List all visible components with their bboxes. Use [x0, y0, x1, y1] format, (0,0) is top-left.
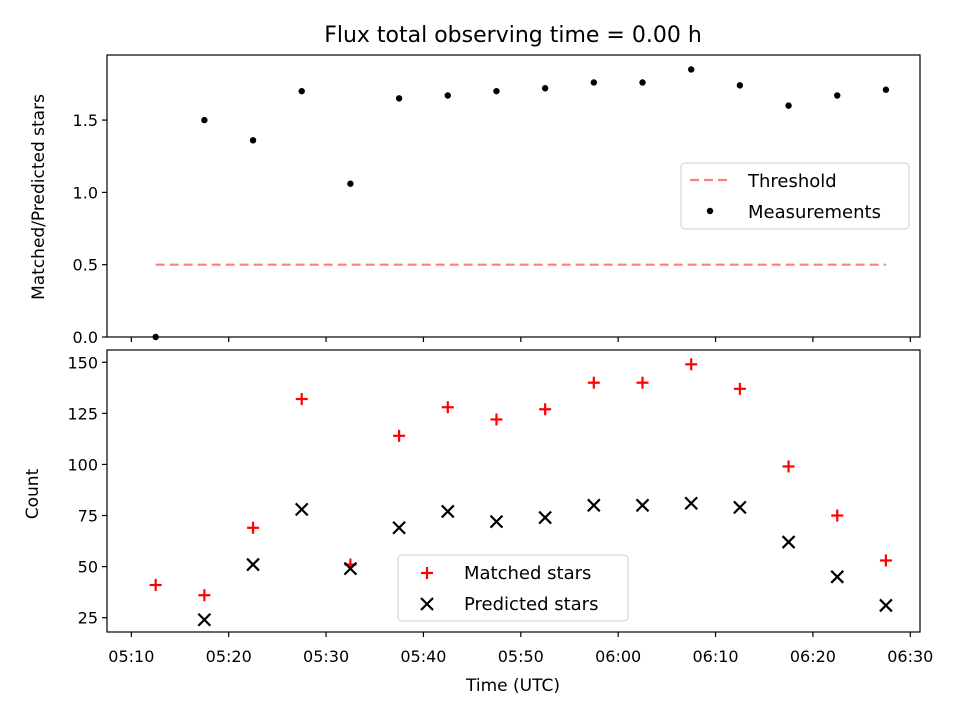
measurement-point [493, 87, 500, 95]
measurement-point [395, 95, 403, 102]
measurement-point [785, 102, 792, 109]
bottom-y-axis-label: Count [23, 468, 43, 519]
predicted-star-point [441, 504, 455, 519]
measurement-point [882, 86, 890, 93]
matched-star-point [879, 554, 892, 567]
predicted-star-point [587, 498, 601, 513]
top-y-tick-label-2: 1.0 [73, 183, 98, 202]
top-axes-frame [106, 54, 921, 338]
x-axis-label: Time (UTC) [465, 676, 560, 696]
bottom-y-tick-label-0: 25 [78, 609, 98, 628]
top-y-tick-label-0: 0.0 [73, 328, 98, 347]
bottom-legend: Matched stars Predicted stars [397, 554, 629, 622]
measurement-point [444, 92, 451, 99]
measurement-point [687, 66, 695, 73]
x-tick-label-2: 05:30 [303, 647, 349, 666]
bottom-y-tick-label-4: 125 [67, 404, 98, 423]
measurement-point [639, 79, 646, 86]
top-legend: Threshold Measurements [680, 162, 910, 230]
x-tick-label-1: 05:20 [206, 647, 252, 666]
measurement-point [201, 116, 208, 124]
x-tick-label-8: 06:30 [887, 647, 933, 666]
top-y-tick-label-1: 0.5 [73, 256, 98, 275]
matched-star-point [831, 509, 844, 522]
matched-star-point [782, 460, 795, 473]
x-tick-label-3: 05:40 [400, 647, 446, 666]
predicted-star-point [733, 500, 747, 515]
bottom-y-tick-label-5: 150 [67, 353, 98, 372]
matched-star-point [685, 358, 698, 371]
measurement-point [347, 180, 354, 187]
matched-star-point [733, 382, 746, 395]
x-tick-label-0: 05:10 [108, 647, 154, 666]
matched-star-point [198, 589, 211, 602]
predicted-star-point [684, 496, 698, 511]
matched-star-point [393, 429, 406, 442]
bottom-y-tick-label-2: 75 [78, 507, 98, 526]
legend-measurements-swatch [706, 207, 714, 215]
x-tick-label-6: 06:10 [692, 647, 738, 666]
matched-star-point [149, 579, 162, 591]
chart-title: Flux total observing time = 0.00 h [324, 23, 702, 48]
x-tick-label-5: 06:00 [595, 647, 641, 666]
matched-star-point [490, 413, 503, 426]
measurement-point [298, 87, 305, 95]
bottom-axes-frame [106, 349, 921, 633]
matched-star-point [247, 521, 260, 534]
bottom-legend-box [397, 554, 629, 622]
predicted-star-point [538, 510, 552, 525]
matched-star-point [441, 401, 454, 414]
predicted-star-point [781, 535, 796, 549]
top-y-axis-label: Matched/Predicted stars [29, 94, 49, 300]
bottom-y-tick-label-1: 50 [78, 558, 98, 577]
matched-star-point [539, 403, 552, 416]
matched-star-point [636, 376, 649, 389]
predicted-star-point [294, 502, 309, 517]
predicted-star-point [635, 498, 650, 513]
measurement-point [590, 79, 598, 86]
predicted-star-point [197, 612, 212, 627]
legend-threshold-label: Threshold [747, 171, 837, 192]
predicted-star-point [879, 598, 893, 613]
legend-matched-swatch [421, 567, 433, 579]
predicted-star-point [343, 561, 358, 576]
x-tick-label-4: 05:50 [498, 647, 544, 666]
measurement-point [834, 92, 841, 99]
legend-predicted-label: Predicted stars [464, 594, 598, 615]
predicted-star-point [246, 557, 260, 572]
top-subplot: 0.0 0.5 1.0 1.5 Threshold Measurements [73, 54, 921, 347]
bottom-subplot: 25 50 75 100 125 150 05:10 05:20 05:30 05:40 05:50… [67, 349, 933, 666]
measurement-point [249, 137, 257, 144]
top-y-tick-label-3: 1.5 [73, 111, 98, 130]
measurement-point [736, 82, 744, 89]
bottom-y-tick-label-3: 100 [67, 455, 98, 474]
top-legend-box [680, 162, 910, 230]
predicted-star-point [392, 521, 406, 535]
legend-predicted-swatch [420, 597, 434, 611]
legend-measurements-label: Measurements [748, 202, 881, 223]
predicted-star-point [489, 514, 504, 529]
matched-star-point [295, 393, 308, 406]
x-tick-label-7: 06:20 [790, 647, 836, 666]
matched-star-point [587, 376, 600, 389]
legend-matched-label: Matched stars [464, 563, 591, 584]
predicted-star-point [830, 570, 845, 584]
measurement-point [541, 85, 549, 92]
